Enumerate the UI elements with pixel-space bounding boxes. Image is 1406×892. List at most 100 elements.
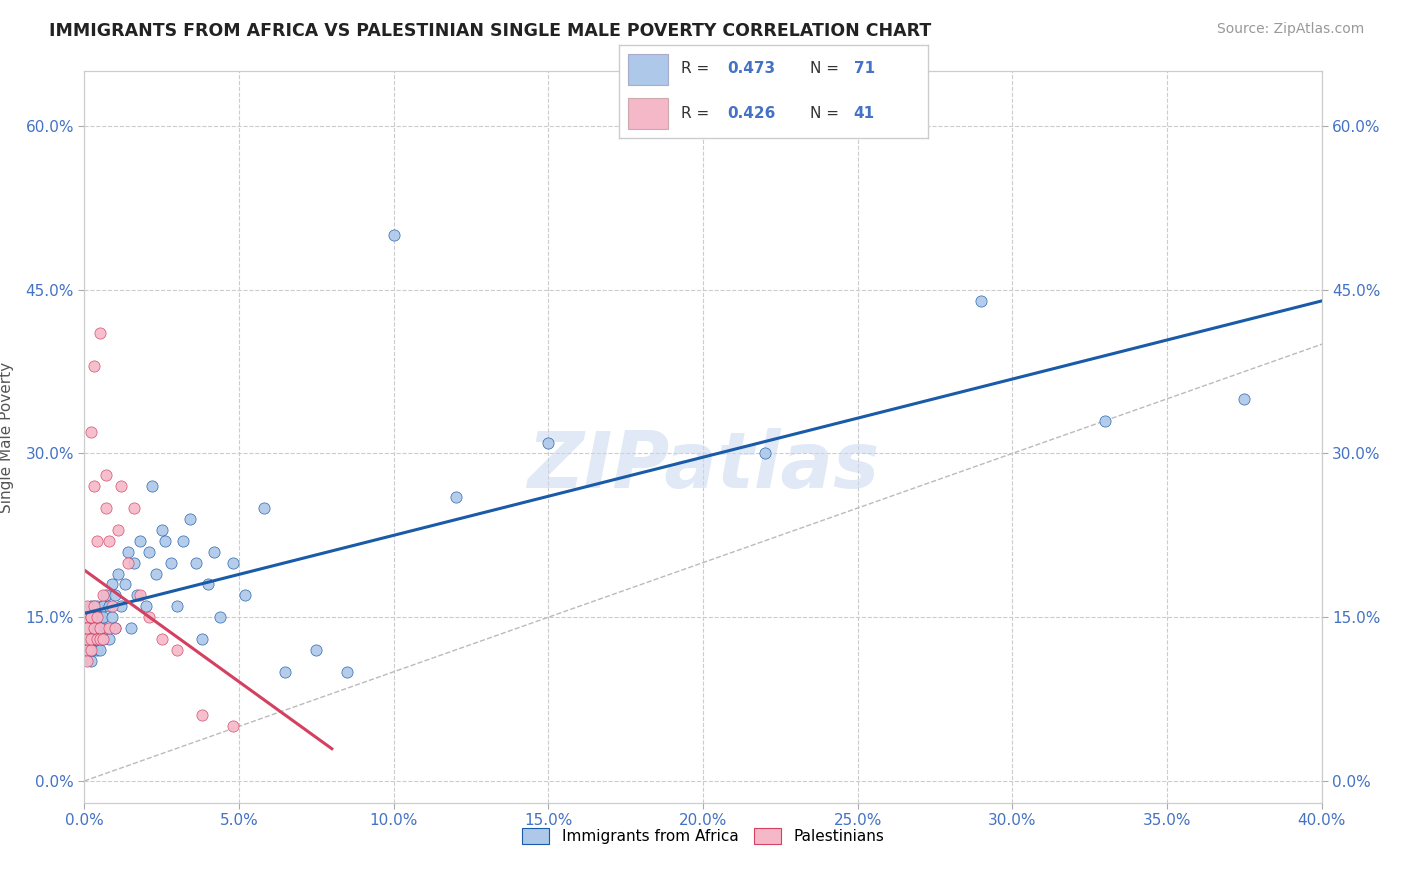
Point [94,588,117,602]
Point [253,501,276,516]
Legend: Immigrants from Africa, Palestinians: Immigrants from Africa, Palestinians [516,822,890,850]
Point [179,512,201,526]
Point [79,654,101,668]
Point [166,643,188,657]
Point [104,588,127,602]
Point [86,632,108,646]
Text: R =: R = [681,62,714,77]
Point [76,643,98,657]
Point [89,643,111,657]
Point [79,425,101,439]
Text: R =: R = [681,106,714,121]
Text: N =: N = [810,106,844,121]
Point [86,632,108,646]
Point [138,610,160,624]
Point [79,632,101,646]
Point [184,556,207,570]
Point [86,610,108,624]
Text: Source: ZipAtlas.com: Source: ZipAtlas.com [1216,22,1364,37]
Point [537,435,560,450]
Point [98,533,121,548]
Text: IMMIGRANTS FROM AFRICA VS PALESTINIAN SINGLE MALE POVERTY CORRELATION CHART: IMMIGRANTS FROM AFRICA VS PALESTINIAN SI… [49,22,931,40]
Point [197,577,219,591]
Point [150,523,173,537]
Point [89,632,111,646]
Point [98,632,121,646]
Point [89,326,111,341]
Point [122,556,145,570]
Point [76,621,98,635]
Point [98,621,121,635]
Point [305,643,328,657]
Point [91,610,114,624]
Point [135,599,157,614]
Point [86,610,108,624]
Point [86,599,108,614]
Text: 71: 71 [853,62,875,77]
Point [83,610,105,624]
Point [76,599,98,614]
Point [83,643,105,657]
Text: 0.426: 0.426 [727,106,775,121]
Point [91,632,114,646]
Point [83,359,105,373]
Point [89,632,111,646]
Point [222,556,245,570]
Point [110,479,132,493]
Y-axis label: Single Male Poverty: Single Male Poverty [0,361,14,513]
Point [83,599,105,614]
Point [336,665,359,679]
Point [191,632,214,646]
Point [76,632,98,646]
Point [107,566,129,581]
Point [274,665,297,679]
Point [233,588,256,602]
Point [970,293,993,308]
Point [145,566,167,581]
Point [754,446,776,460]
Point [1233,392,1256,406]
Point [94,468,117,483]
Point [83,632,105,646]
Point [122,501,145,516]
Point [83,621,105,635]
Point [76,621,98,635]
Point [117,556,139,570]
Point [94,501,117,516]
Point [98,599,121,614]
Point [166,599,188,614]
Point [1094,414,1116,428]
Bar [628,98,668,129]
Point [160,556,183,570]
Point [89,621,111,635]
Text: 41: 41 [853,106,875,121]
Text: 0.473: 0.473 [727,62,775,77]
Point [91,588,114,602]
Point [444,490,467,504]
Point [209,610,232,624]
Point [79,643,101,657]
Point [83,632,105,646]
Point [107,523,129,537]
Point [79,610,101,624]
Point [91,599,114,614]
Point [76,632,98,646]
Point [76,643,98,657]
Point [79,599,101,614]
Point [104,621,127,635]
Point [89,621,111,635]
Point [101,577,124,591]
Point [79,621,101,635]
Text: ZIPatlas: ZIPatlas [527,428,879,504]
Point [202,545,225,559]
Point [86,621,108,635]
Point [104,621,127,635]
Point [117,545,139,559]
Point [382,228,405,243]
Point [79,610,101,624]
Point [94,621,117,635]
Point [83,621,105,635]
Point [110,599,132,614]
Point [150,632,173,646]
Point [101,599,124,614]
